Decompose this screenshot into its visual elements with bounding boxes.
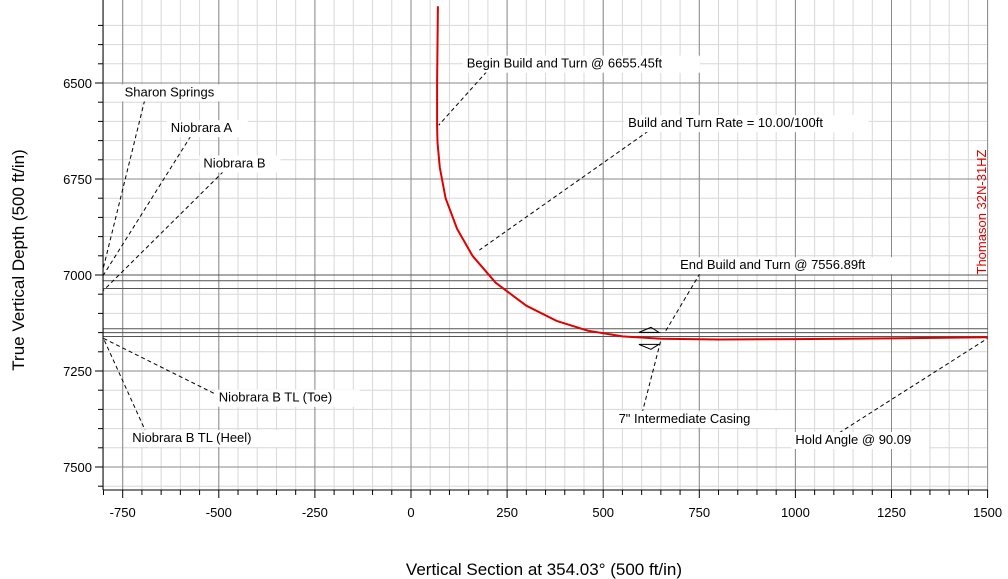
x-tick-label: 250 xyxy=(496,505,518,520)
annotation-leader-line xyxy=(664,272,701,333)
annotation: Sharon Springs xyxy=(102,84,231,268)
x-tick-label: 0 xyxy=(407,505,414,520)
annotation: Hold Angle @ 90.09 xyxy=(791,337,988,449)
annotation-label-backing xyxy=(791,431,930,449)
annotation-label: Niobrara A xyxy=(171,120,233,135)
annotation: End Build and Turn @ 7556.89ft xyxy=(664,257,900,333)
annotation: Build and Turn Rate = 10.00/100ft xyxy=(479,115,869,251)
x-tick-label: 750 xyxy=(688,505,710,520)
x-tick-label: -250 xyxy=(302,505,328,520)
x-tick-label: -500 xyxy=(206,505,232,520)
y-tick-label: 6750 xyxy=(63,172,92,187)
annotation: 7" Intermediate Casing xyxy=(614,340,781,428)
x-tick-label: 500 xyxy=(592,505,614,520)
annotation-leader-line xyxy=(103,338,153,447)
formation-lines xyxy=(103,274,988,337)
x-tick-labels: -750 -500 -250 0 250 500 750 1000 1250 1500 xyxy=(110,505,1002,520)
annotation-label: Build and Turn Rate = 10.00/100ft xyxy=(628,115,823,130)
x-tick-label: 1000 xyxy=(781,505,810,520)
y-tick-labels: 6500 6750 7000 7250 7500 xyxy=(63,76,92,475)
annotation-label-backing xyxy=(462,55,700,73)
annotation-leader-line xyxy=(103,171,224,291)
annotation-leader-line xyxy=(815,337,988,449)
annotation-label: 7" Intermediate Casing xyxy=(619,411,751,426)
annotation-label: Niobrara B xyxy=(203,155,265,170)
annotation-label-backing xyxy=(120,84,231,102)
annotation-label: Begin Build and Turn @ 6655.45ft xyxy=(467,56,663,71)
annotation-label-backing xyxy=(166,120,248,138)
series-line-trajectory xyxy=(436,6,988,341)
casing-flag-upper xyxy=(638,326,661,333)
annotation-label-backing xyxy=(676,257,900,275)
annotation-label: Hold Angle @ 90.09 xyxy=(795,432,911,447)
annotation: Niobrara A xyxy=(103,120,248,276)
annotation-label-backing xyxy=(614,410,781,428)
annotation-leader-line xyxy=(102,100,146,268)
y-tick-label: 7250 xyxy=(63,364,92,379)
minor-grid xyxy=(102,0,989,490)
casing-marker-icon xyxy=(638,326,661,350)
annotation-label-backing xyxy=(199,155,281,173)
series-label-well: Thomason 32N-31HZ xyxy=(974,149,989,274)
x-tick-label: -750 xyxy=(110,505,136,520)
annotation-label: Niobrara B TL (Heel) xyxy=(132,430,251,445)
annotation-leader-line xyxy=(438,71,488,126)
annotation-label: End Build and Turn @ 7556.89ft xyxy=(680,257,866,272)
annotation: Niobrara B TL (Heel) xyxy=(103,338,281,448)
annotation: Niobrara B xyxy=(103,155,281,291)
y-tick-label: 6500 xyxy=(63,76,92,91)
x-tick-label: 1500 xyxy=(973,505,1002,520)
annotation-leader-line xyxy=(103,135,192,276)
series-group xyxy=(436,6,988,341)
annotation-label-backing xyxy=(128,430,281,448)
casing-flag-lower xyxy=(638,343,661,350)
annotation-label-backing xyxy=(214,389,360,407)
y-axis-title: True Vertical Depth (500 ft/in) xyxy=(9,149,28,370)
annotation: Niobrara B TL (Toe) xyxy=(103,337,360,407)
y-tick-label: 7500 xyxy=(63,460,92,475)
axis-ticks xyxy=(95,24,989,498)
annotation-label: Niobrara B TL (Toe) xyxy=(219,390,332,405)
y-tick-label: 7000 xyxy=(63,268,92,283)
x-axis-title: Vertical Section at 354.03° (500 ft/in) xyxy=(406,560,682,579)
x-tick-label: 1250 xyxy=(877,505,906,520)
annotations: Sharon Springs Niobrara A Niobrara B Begin … xyxy=(102,55,988,449)
annotation: Begin Build and Turn @ 6655.45ft xyxy=(438,55,700,126)
annotation-label-backing xyxy=(624,115,869,133)
annotation-label: Sharon Springs xyxy=(125,84,215,99)
